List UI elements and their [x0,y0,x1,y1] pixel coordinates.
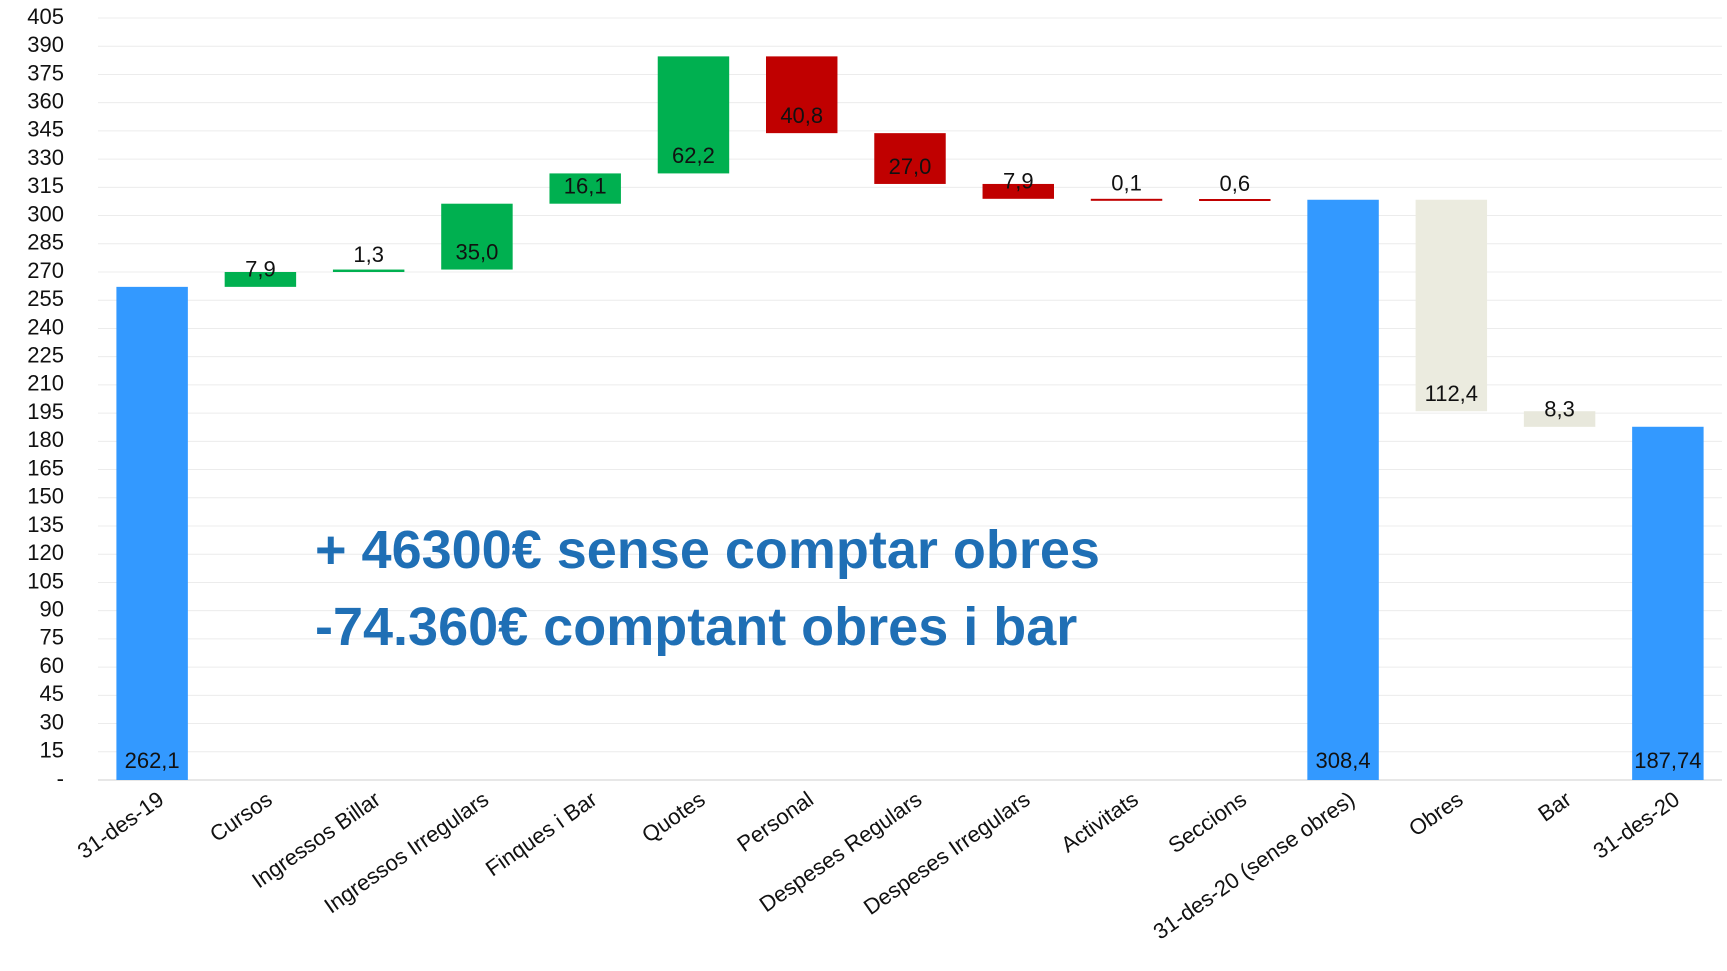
bar [224,272,297,287]
x-tick-label: 31-des-20 (sense obres) [1149,786,1360,944]
data-label: 8,3 [1544,397,1575,422]
bar [766,56,838,134]
bar [1307,199,1379,781]
data-label: 27,0 [889,154,932,179]
data-label: 7,9 [245,257,276,282]
x-tick-label: 31-des-19 [73,786,168,863]
data-label: 40,8 [780,103,823,128]
x-tick-label: Bar [1533,786,1575,826]
x-tick-label: Activitats [1056,786,1142,857]
bar [332,269,405,272]
y-tick-label: 180 [27,427,64,452]
x-tick-label: Quotes [637,786,709,847]
y-tick-label: 270 [27,258,64,283]
bar [441,203,513,270]
data-label: 1,3 [353,242,384,267]
x-tick-label: Obres [1404,786,1467,841]
data-label: 308,4 [1316,748,1371,773]
y-tick-label: 30 [40,709,64,734]
data-label: 0,1 [1111,171,1142,196]
y-tick-label: 45 [40,681,64,706]
data-label: 0,6 [1220,171,1251,196]
y-tick-label: 315 [27,173,64,198]
y-tick-label: 240 [27,314,64,339]
y-tick-label: 90 [40,596,64,621]
y-tick-label: 330 [27,145,64,170]
y-tick-label: 165 [27,455,64,480]
x-tick-label: Personal [732,786,817,856]
y-tick-label: 105 [27,568,64,593]
y-tick-label: 405 [27,4,64,29]
y-tick-label: 150 [27,484,64,509]
x-tick-label: Finques i Bar [481,786,602,881]
annotation-box: + 46300€ sense comptar obres -74.360€ co… [315,512,1145,666]
y-tick-label: 195 [27,399,64,424]
y-tick-label: 390 [27,32,64,57]
bar [1199,198,1271,201]
y-tick-label: 210 [27,371,64,396]
data-label: 187,74 [1634,748,1701,773]
bar [982,183,1054,199]
data-label: 262,1 [125,748,180,773]
data-label: 7,9 [1003,169,1034,194]
y-tick-label: 15 [40,738,64,763]
bar [549,173,621,204]
annotation: + 46300€ sense comptar obres [315,520,1100,580]
data-label: 112,4 [1425,381,1478,406]
y-tick-label: 255 [27,286,64,311]
bar [657,56,730,174]
y-tick-label: 75 [40,625,64,650]
y-tick-label: 345 [27,117,64,142]
bar [1090,198,1163,201]
x-tick-label: Cursos [205,786,276,846]
y-tick-label: 285 [27,230,64,255]
data-label: 16,1 [564,174,607,199]
x-tick-label: 31-des-20 [1589,786,1684,863]
bar [1632,426,1704,780]
y-tick-label: 300 [27,201,64,226]
bar [116,286,188,780]
y-tick-label: 225 [27,342,64,367]
bar [874,133,946,184]
x-tick-label: Seccions [1164,786,1251,858]
y-tick-label: 60 [40,653,64,678]
y-tick-label: 135 [27,512,64,537]
y-tick-label: 360 [27,88,64,113]
data-label: 35,0 [456,239,499,264]
y-tick-label: 375 [27,60,64,85]
bar [1415,199,1488,412]
data-label: 62,2 [672,143,715,168]
y-tick-label: 120 [27,540,64,565]
y-tick-label: - [57,766,64,791]
bar [1523,411,1596,427]
annotation: -74.360€ comptant obres i bar [315,597,1078,657]
